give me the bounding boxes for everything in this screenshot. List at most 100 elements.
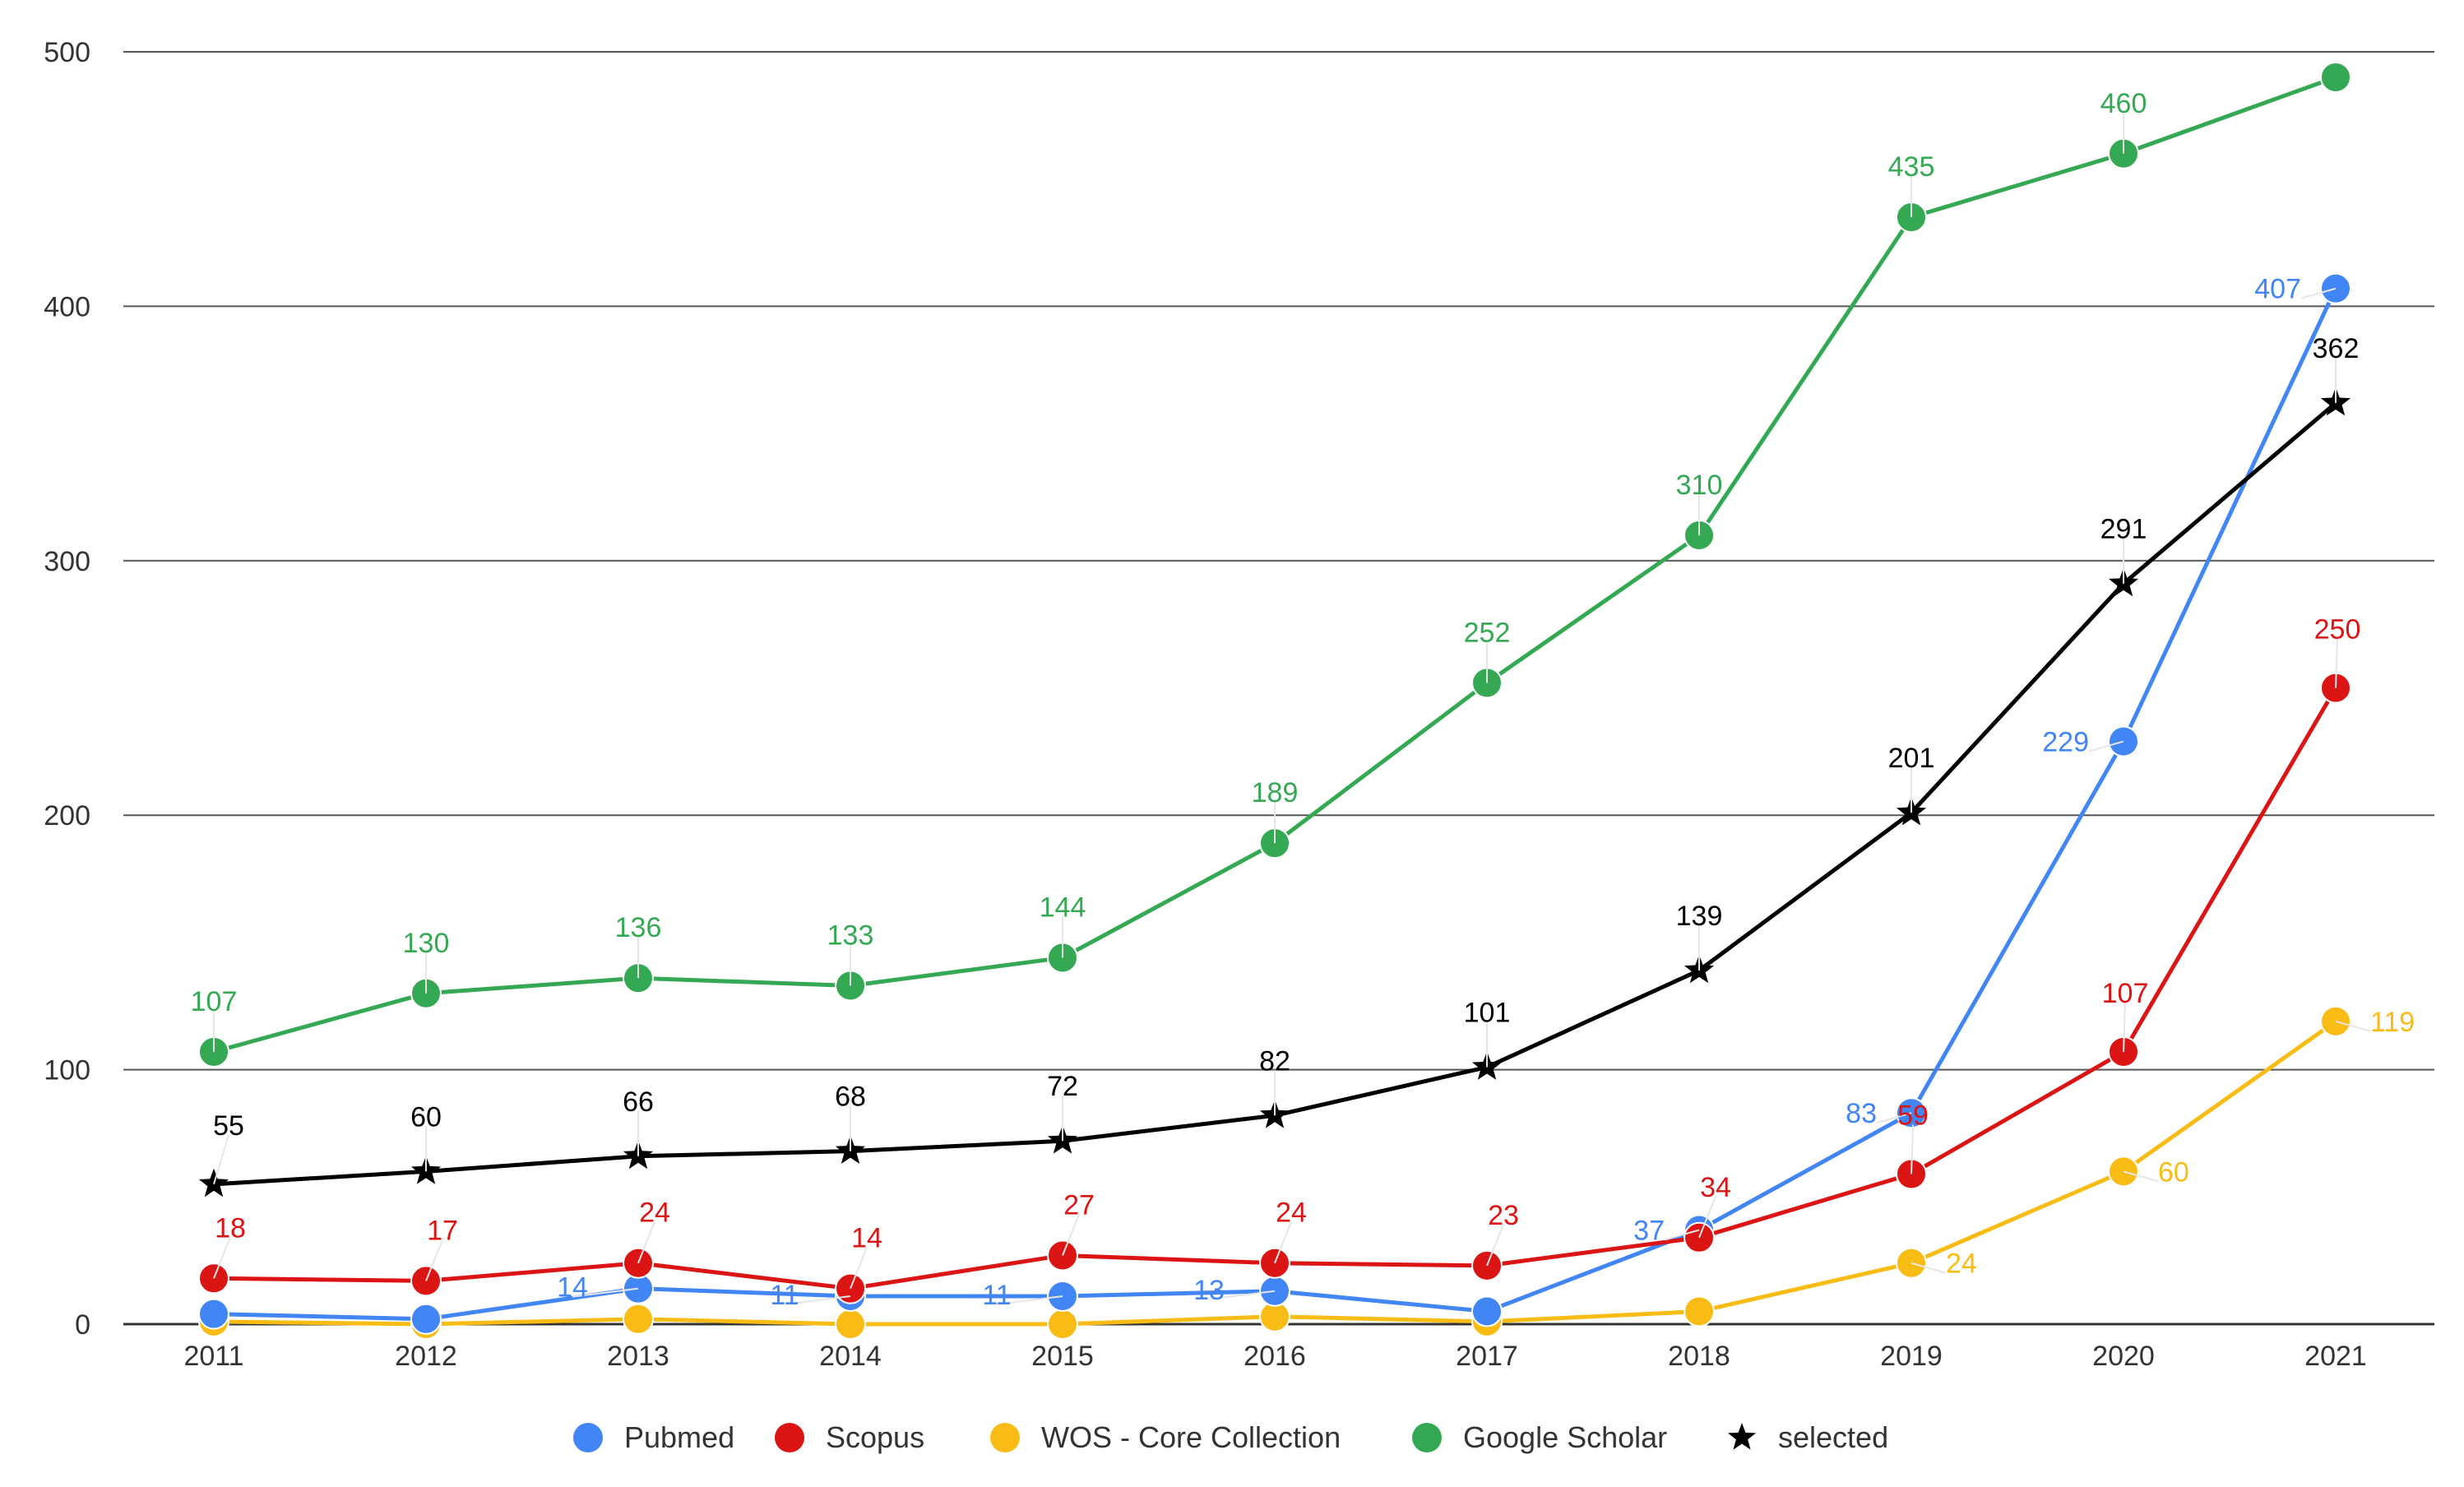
legend-swatch-circle-icon bbox=[1412, 1423, 1442, 1452]
data-label-selected: 68 bbox=[835, 1082, 866, 1113]
label-leader bbox=[213, 1134, 229, 1185]
label-leader bbox=[2335, 1020, 2371, 1032]
data-label-pubmed: 229 bbox=[2042, 726, 2089, 757]
y-tick-label: 0 bbox=[75, 1309, 90, 1341]
data-label-google-scholar: 252 bbox=[1464, 617, 1511, 648]
x-tick-label: 2019 bbox=[1880, 1341, 1943, 1372]
legend-swatch-circle-icon bbox=[990, 1423, 1020, 1452]
y-tick-label: 500 bbox=[44, 37, 90, 68]
data-label-wos-core-collection: 24 bbox=[1946, 1248, 1977, 1280]
legend: Pubmed Scopus WOS - Core Collection Google … bbox=[573, 1420, 1888, 1454]
label-leader bbox=[1876, 1112, 1912, 1124]
label-leader bbox=[2335, 638, 2338, 688]
data-label-selected: 55 bbox=[213, 1110, 244, 1142]
legend-swatch-star-icon bbox=[1727, 1423, 1757, 1450]
x-tick-label: 2020 bbox=[2092, 1341, 2155, 1372]
data-label-pubmed: 11 bbox=[982, 1280, 1011, 1311]
x-tick-label: 2018 bbox=[1668, 1341, 1730, 1372]
data-label-google-scholar: 144 bbox=[1040, 892, 1086, 923]
data-point-pubmed bbox=[198, 1298, 229, 1330]
data-label-selected: 201 bbox=[1888, 743, 1935, 774]
label-leader bbox=[996, 1295, 1063, 1305]
data-label-selected: 362 bbox=[2313, 333, 2360, 364]
data-label-scopus: 14 bbox=[851, 1223, 882, 1254]
data-label-selected: 60 bbox=[410, 1101, 442, 1133]
data-label-pubmed: 37 bbox=[1633, 1216, 1665, 1247]
label-leader bbox=[850, 1247, 868, 1290]
data-label-scopus: 59 bbox=[1897, 1100, 1929, 1131]
legend-label: WOS - Core Collection bbox=[1041, 1420, 1341, 1454]
label-leader bbox=[572, 1287, 639, 1298]
x-axis: 2011 2012 2013 2014 2015 2016 2017 2018 2019 2020… bbox=[183, 1341, 2366, 1372]
gridlines bbox=[123, 51, 2434, 1326]
x-tick-label: 2015 bbox=[1031, 1341, 1094, 1372]
data-point-google-scholar bbox=[2320, 61, 2351, 93]
x-tick-label: 2016 bbox=[1244, 1341, 1306, 1372]
data-label-scopus: 27 bbox=[1063, 1189, 1095, 1221]
labels-scopus: 18 17 24 14 27 24 23 34 59 107 250 bbox=[213, 614, 2361, 1290]
label-leader bbox=[2123, 1002, 2126, 1052]
data-label-pubmed: 13 bbox=[1193, 1275, 1225, 1306]
label-leader bbox=[637, 1221, 655, 1264]
label-leader bbox=[1062, 1214, 1080, 1256]
data-label-google-scholar: 136 bbox=[615, 912, 662, 943]
x-tick-label: 2011 bbox=[183, 1341, 243, 1372]
label-leader bbox=[784, 1295, 851, 1305]
y-tick-label: 200 bbox=[44, 800, 90, 832]
legend-label: Scopus bbox=[826, 1420, 924, 1454]
data-label-google-scholar: 460 bbox=[2100, 88, 2147, 119]
data-label-scopus: 24 bbox=[639, 1197, 670, 1229]
data-point-wos-core-collection bbox=[835, 1309, 866, 1340]
legend-label: Pubmed bbox=[624, 1420, 734, 1454]
legend-item-selected[interactable]: selected bbox=[1727, 1420, 1888, 1454]
data-label-google-scholar: 189 bbox=[1252, 777, 1299, 808]
y-axis: 0 100 200 300 400 500 bbox=[44, 37, 90, 1341]
data-label-google-scholar: 133 bbox=[827, 920, 874, 951]
legend-swatch-circle-icon bbox=[573, 1423, 603, 1452]
data-point-pubmed bbox=[410, 1303, 442, 1335]
labels-wos-core-collection: 24 60 119 bbox=[1911, 1007, 2415, 1280]
label-leader bbox=[1698, 1196, 1716, 1239]
legend-item-google-scholar[interactable]: Google Scholar bbox=[1412, 1420, 1667, 1454]
label-leader bbox=[213, 1236, 231, 1279]
data-label-wos-core-collection: 119 bbox=[2370, 1007, 2415, 1038]
data-label-selected: 72 bbox=[1047, 1071, 1078, 1102]
data-label-scopus: 18 bbox=[215, 1212, 246, 1244]
data-label-selected: 101 bbox=[1464, 998, 1511, 1029]
data-label-google-scholar: 107 bbox=[191, 986, 238, 1017]
label-leader bbox=[1911, 1124, 1914, 1174]
y-tick-label: 300 bbox=[44, 546, 90, 577]
legend-item-scopus[interactable]: Scopus bbox=[775, 1420, 924, 1454]
data-label-selected: 66 bbox=[623, 1086, 654, 1118]
legend-label: selected bbox=[1778, 1420, 1888, 1454]
label-leader bbox=[1486, 1224, 1504, 1267]
x-tick-label: 2014 bbox=[819, 1341, 882, 1372]
x-tick-label: 2021 bbox=[2304, 1341, 2367, 1372]
labels-pubmed: 14 11 11 13 37 83 229 407 bbox=[557, 274, 2337, 1311]
data-label-scopus: 107 bbox=[2102, 978, 2149, 1009]
legend-item-pubmed[interactable]: Pubmed bbox=[573, 1420, 734, 1454]
data-label-selected: 82 bbox=[1259, 1045, 1290, 1077]
data-point-wos-core-collection bbox=[1047, 1309, 1078, 1340]
y-tick-label: 400 bbox=[44, 291, 90, 322]
data-label-scopus: 17 bbox=[427, 1215, 458, 1246]
x-tick-label: 2012 bbox=[395, 1341, 457, 1372]
data-label-scopus: 34 bbox=[1700, 1172, 1731, 1203]
label-leader bbox=[1911, 1262, 1947, 1274]
x-tick-label: 2017 bbox=[1456, 1341, 1518, 1372]
legend-item-wos-core-collection[interactable]: WOS - Core Collection bbox=[990, 1420, 1341, 1454]
data-point-wos-core-collection bbox=[1684, 1295, 1715, 1327]
data-label-selected: 139 bbox=[1676, 901, 1723, 932]
label-leader bbox=[1664, 1229, 1700, 1241]
data-label-selected: 291 bbox=[2100, 514, 2147, 545]
label-leader bbox=[1208, 1290, 1276, 1300]
data-label-scopus: 250 bbox=[2314, 614, 2361, 646]
y-tick-label: 100 bbox=[44, 1055, 90, 1086]
label-leader bbox=[2088, 740, 2124, 753]
data-label-wos-core-collection: 60 bbox=[2158, 1156, 2189, 1188]
label-leader bbox=[2300, 287, 2337, 299]
data-label-scopus: 23 bbox=[1488, 1200, 1519, 1231]
